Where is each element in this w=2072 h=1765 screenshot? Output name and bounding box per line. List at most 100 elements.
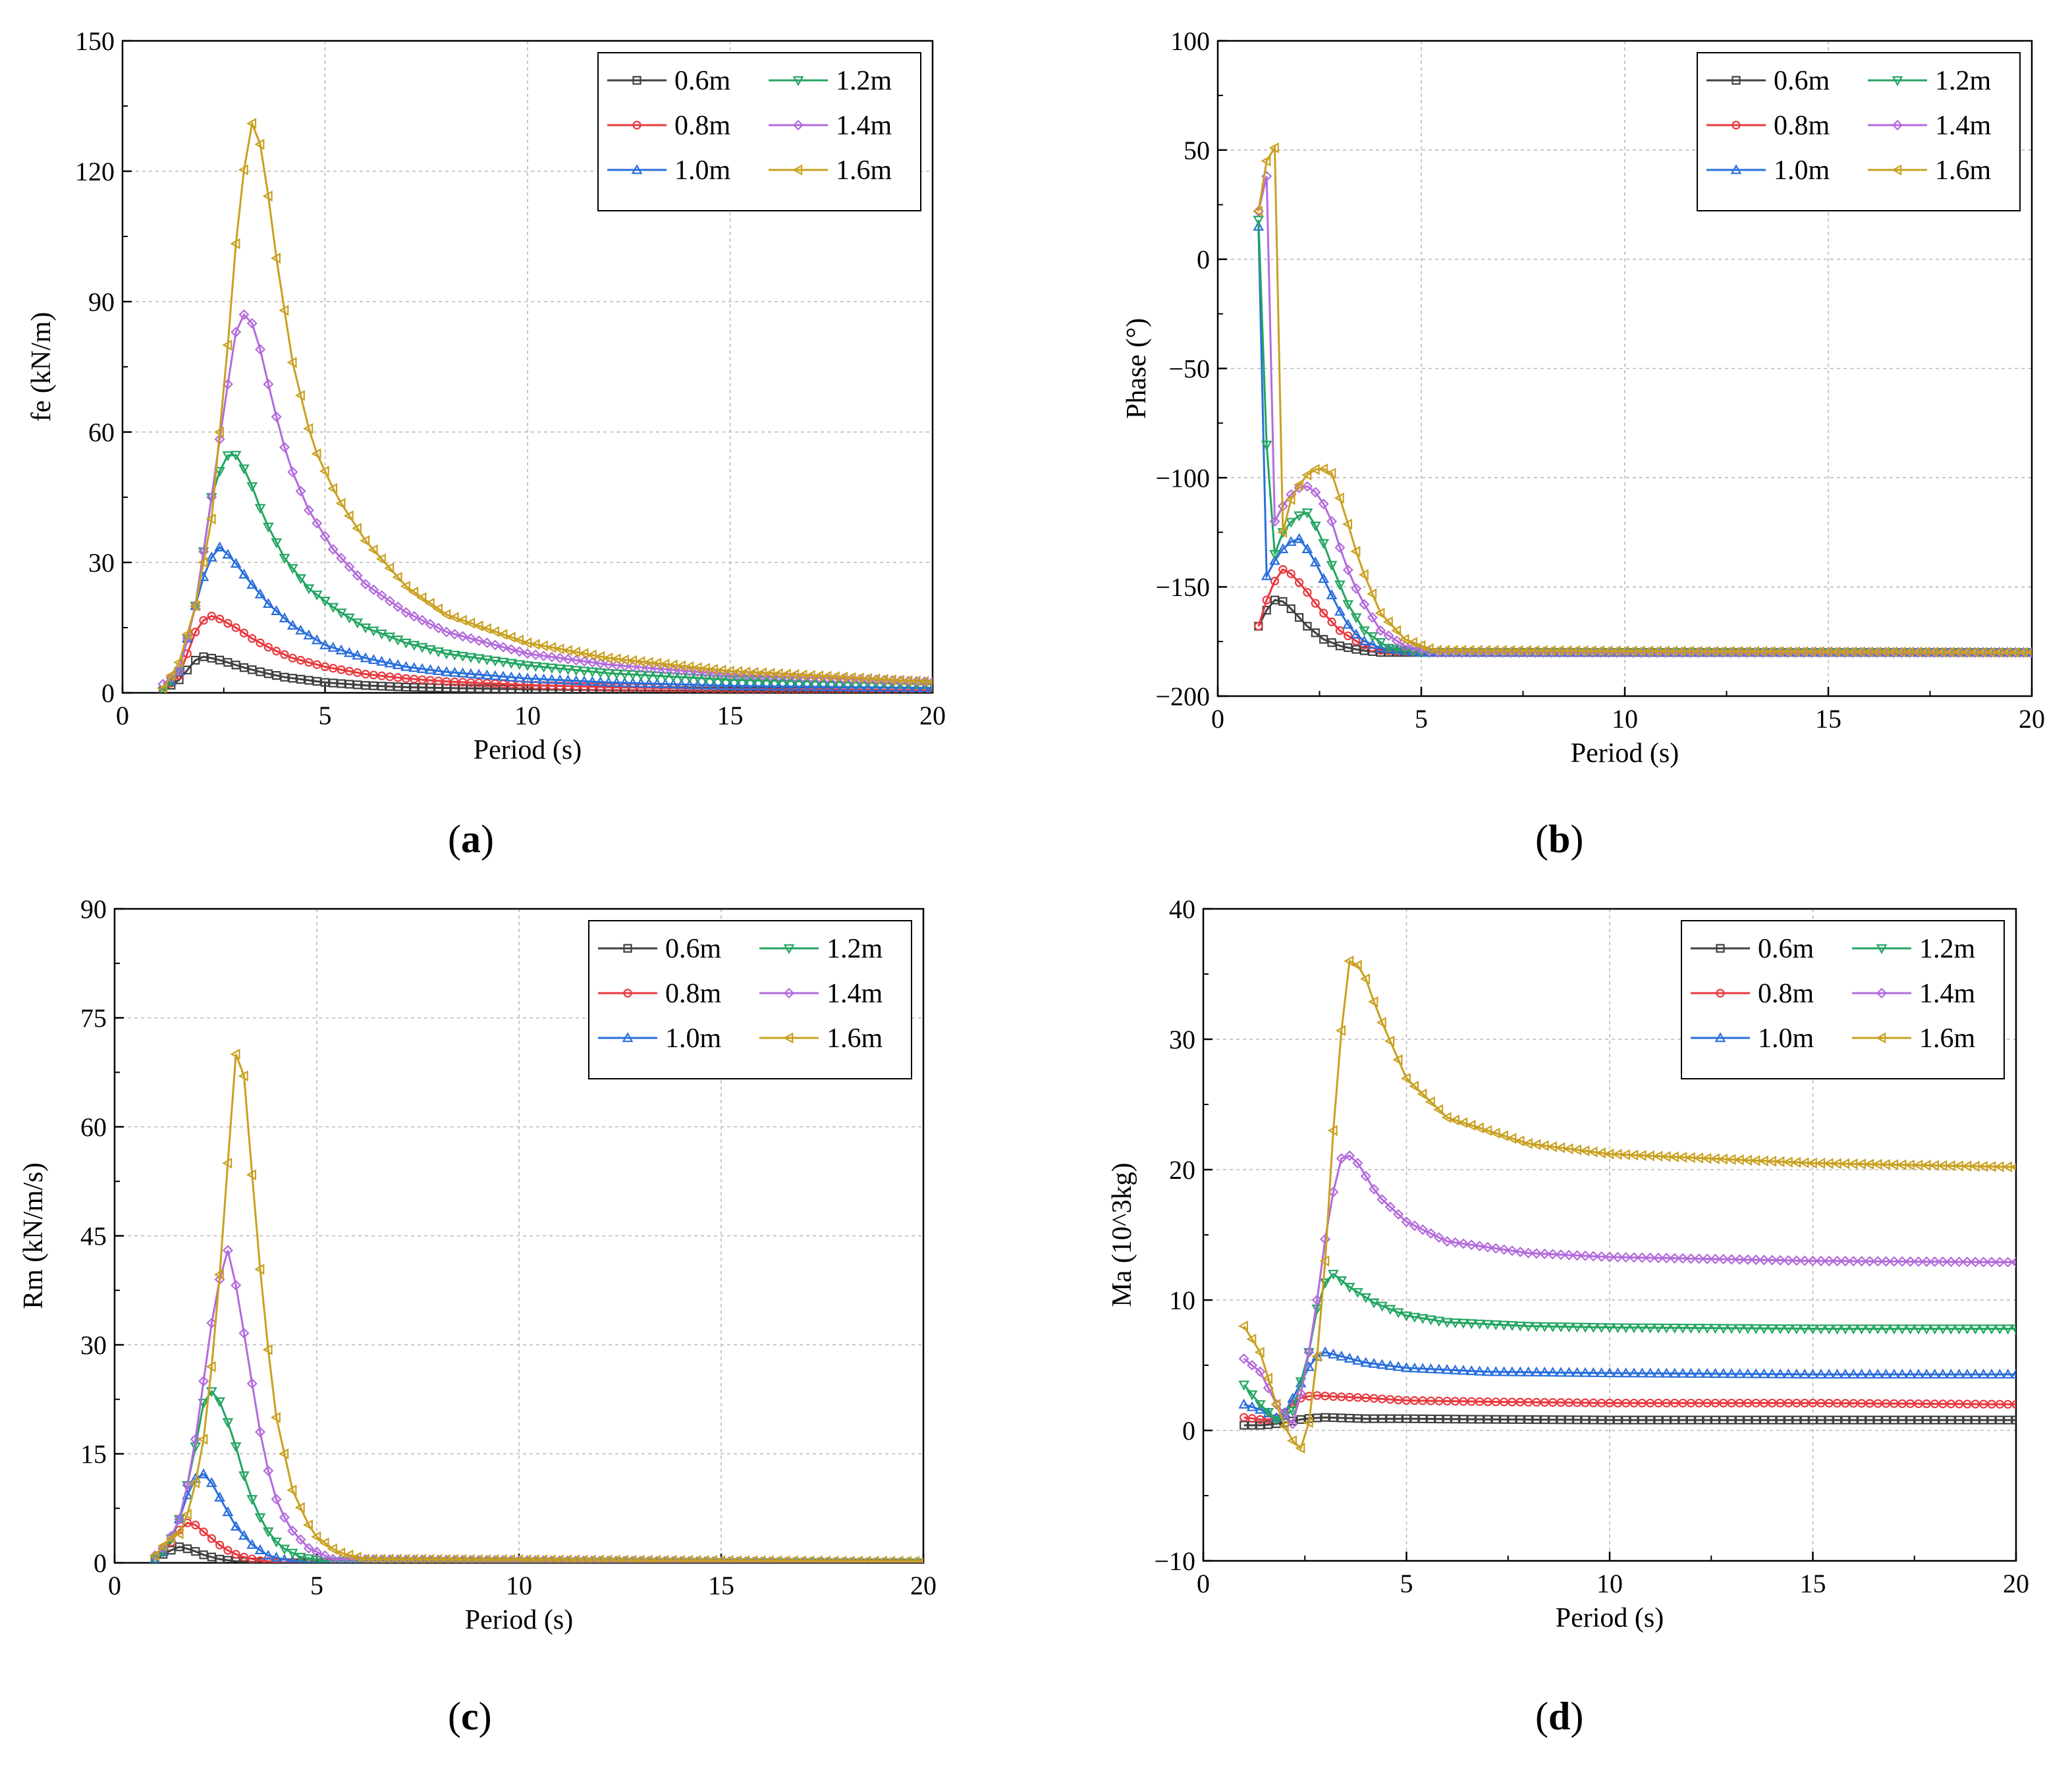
data-point <box>1523 1366 1534 1376</box>
legend-marker <box>1716 944 1725 953</box>
legend-box <box>1697 52 2021 211</box>
data-point <box>838 681 850 692</box>
data-point <box>1637 1398 1647 1408</box>
y-tick-label: 20 <box>1169 1155 1195 1185</box>
data-point <box>1335 626 1344 636</box>
data-point <box>594 651 605 663</box>
data-point <box>1417 1088 1427 1100</box>
y-tick-label: 60 <box>88 418 115 447</box>
data-point <box>401 674 411 683</box>
data-point <box>473 668 485 679</box>
legend: 0.6m 0.8m 1.0m 1.2m 1.4m 1.6m <box>1697 52 2021 211</box>
data-point <box>182 665 192 674</box>
data-point <box>1277 526 1288 538</box>
data-point <box>425 664 436 674</box>
legend-entry: 1.4m <box>769 111 892 141</box>
data-point <box>1442 1236 1453 1247</box>
data-point <box>207 1552 216 1561</box>
data-point <box>1628 1252 1640 1263</box>
data-point <box>457 651 468 662</box>
legend-box <box>597 52 921 211</box>
y-tick-label: 75 <box>80 1004 107 1033</box>
data-point <box>465 633 476 644</box>
grid <box>115 909 923 1563</box>
data-point <box>692 662 702 674</box>
data-point <box>191 1547 200 1556</box>
legend-entry: 0.6m <box>1691 934 1814 964</box>
data-point <box>329 678 338 688</box>
x-tick-label: 5 <box>1415 704 1428 734</box>
data-point <box>757 676 769 687</box>
data-point <box>506 643 517 655</box>
data-point <box>1328 1348 1339 1359</box>
data-point <box>181 1509 192 1520</box>
data-point <box>1693 1253 1704 1264</box>
data-point <box>1433 1317 1445 1327</box>
data-point <box>1847 1324 1859 1335</box>
ticks: 0 5 10 15 20 0 30 60 90 120 150 <box>75 26 946 730</box>
data-point <box>1888 1369 1900 1379</box>
data-point <box>182 1544 192 1554</box>
data-point <box>878 682 890 692</box>
data-point <box>1929 1256 1940 1267</box>
data-point <box>1978 1324 1990 1335</box>
data-point <box>1596 1323 1608 1334</box>
data-point <box>1336 1025 1346 1037</box>
data-point <box>1816 1415 1826 1425</box>
data-point <box>1645 1323 1656 1334</box>
data-point <box>1326 468 1336 479</box>
data-point <box>474 684 483 693</box>
data-point <box>263 1465 274 1477</box>
x-tick-label: 0 <box>1197 1569 1210 1598</box>
data-point <box>1620 1323 1632 1334</box>
data-point <box>473 620 483 632</box>
data-point <box>1808 1398 1818 1408</box>
data-point <box>1929 1324 1940 1335</box>
legend-marker <box>1730 164 1742 175</box>
data-point <box>562 653 574 665</box>
data-point <box>1326 516 1338 527</box>
data-point <box>1563 1322 1575 1333</box>
data-point <box>312 676 321 686</box>
data-point <box>319 1537 329 1549</box>
data-point <box>1986 1369 1998 1379</box>
data-point <box>555 681 564 691</box>
data-point <box>1652 1367 1664 1378</box>
data-point <box>1410 1414 1419 1423</box>
data-point <box>175 1542 184 1552</box>
data-point <box>262 1527 274 1538</box>
data-point <box>213 1268 224 1280</box>
data-point <box>1556 1398 1566 1407</box>
data-point <box>1345 1392 1354 1402</box>
data-point <box>223 618 232 628</box>
data-point <box>1319 635 1328 644</box>
x-tick-label: 5 <box>319 701 332 730</box>
data-point <box>1971 1399 1980 1409</box>
data-point <box>1367 612 1378 623</box>
data-point <box>449 651 460 661</box>
data-point <box>418 675 427 684</box>
data-point <box>708 679 720 690</box>
data-point <box>1377 1414 1387 1423</box>
data-point <box>361 681 370 690</box>
legend-marker <box>1892 119 1903 131</box>
data-point <box>248 1554 257 1563</box>
data-point <box>1415 639 1426 651</box>
y-tick-label: 100 <box>1170 26 1210 56</box>
data-point <box>319 597 331 607</box>
data-point <box>1848 1255 1859 1267</box>
data-point <box>1254 1346 1265 1358</box>
data-point <box>1913 1369 1924 1379</box>
y-tick-label: 150 <box>75 26 115 56</box>
data-point <box>651 678 663 688</box>
data-point <box>280 672 289 682</box>
data-point <box>1514 1135 1525 1147</box>
data-point <box>530 673 541 684</box>
data-point <box>1622 1398 1631 1408</box>
legend-marker <box>1716 989 1725 998</box>
data-point <box>1540 1398 1549 1407</box>
panel-a: 0 5 10 15 20 0 30 60 90 120 150 Period (s) fe (kN/m)… <box>0 0 1036 882</box>
data-point <box>303 584 315 595</box>
legend-marker <box>632 76 641 85</box>
data-point <box>830 681 841 692</box>
